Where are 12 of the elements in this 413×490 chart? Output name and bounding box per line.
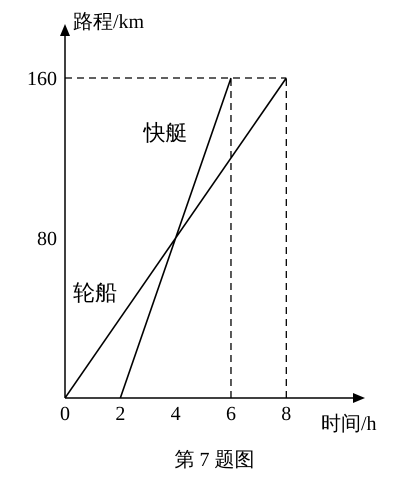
series-label: 快艇 [143, 119, 188, 147]
y-axis-title: 路程/km [73, 10, 144, 35]
x-tick-label: 8 [281, 403, 292, 426]
series-label: 轮船 [73, 279, 117, 307]
x-tick-label: 2 [115, 403, 126, 426]
x-tick-label: 0 [60, 403, 70, 426]
x-tick-label: 4 [170, 403, 181, 426]
x-axis-title: 时间/h [321, 412, 377, 437]
y-tick-label: 160 [27, 68, 57, 90]
x-tick-label: 6 [226, 403, 236, 426]
y-tick-label: 80 [37, 228, 57, 250]
text: 第 7 题图 [174, 448, 256, 473]
